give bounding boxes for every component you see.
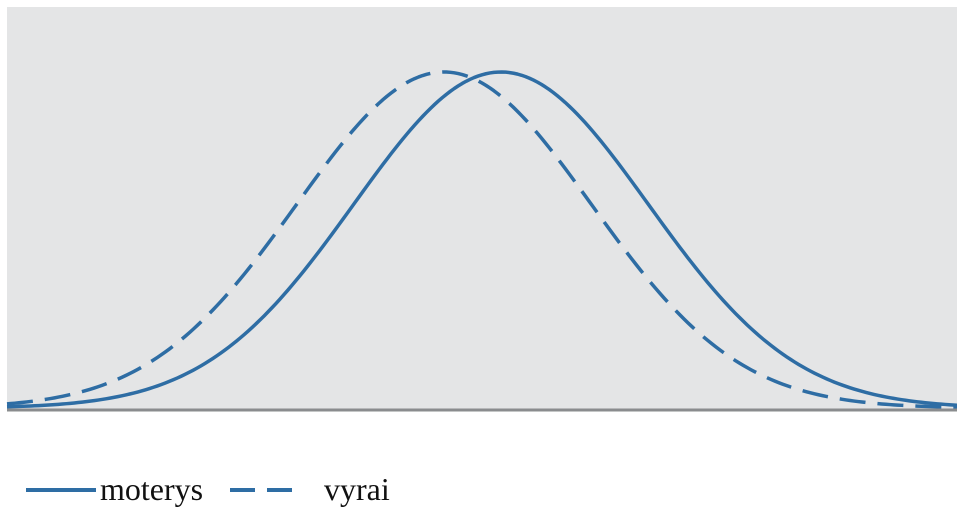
- legend: moterys vyrai: [26, 471, 390, 507]
- legend-item-vyrai: vyrai: [230, 471, 390, 507]
- legend-item-moterys: moterys: [26, 471, 203, 507]
- legend-label-moterys: moterys: [100, 471, 203, 507]
- series-line-vyrai: [6, 70, 957, 409]
- series-layer: [6, 70, 957, 409]
- series-line-moterys: [6, 70, 957, 409]
- legend-label-vyrai: vyrai: [324, 471, 390, 507]
- plot-background: [7, 7, 957, 410]
